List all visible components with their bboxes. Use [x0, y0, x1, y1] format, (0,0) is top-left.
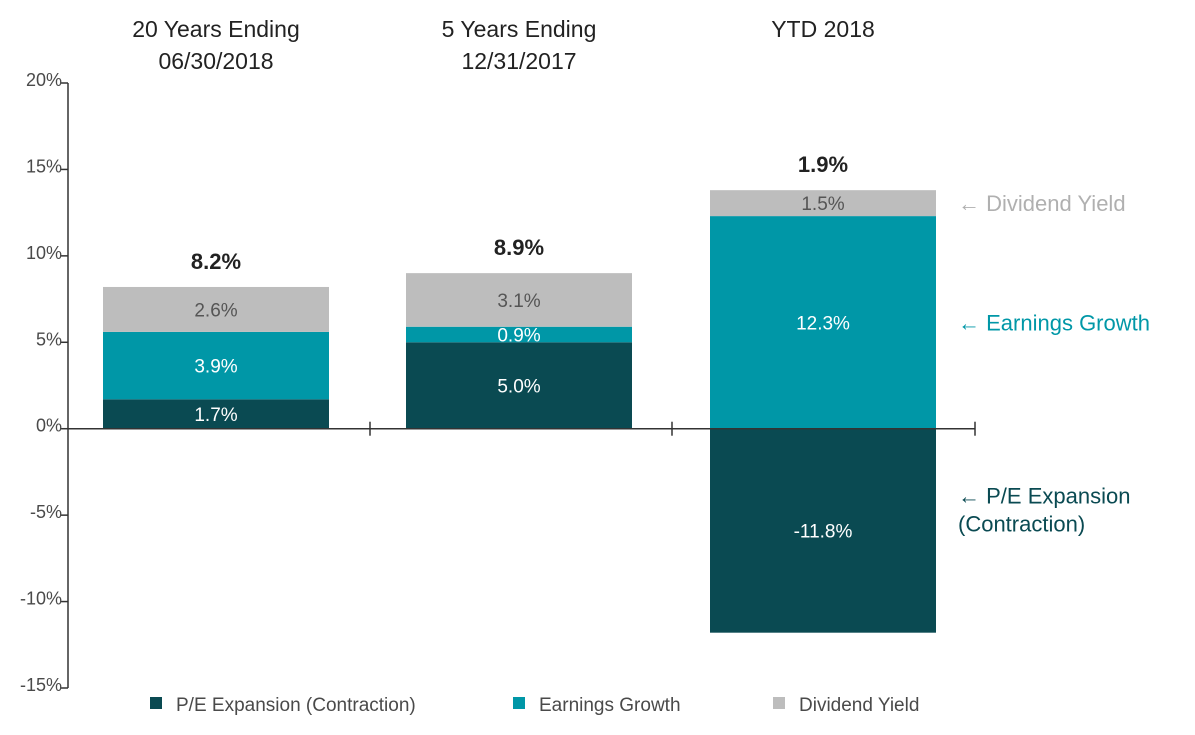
category-title: YTD 2018	[771, 16, 875, 42]
bar-segment	[103, 331, 329, 400]
bar-segment-label: 0.9%	[497, 326, 540, 347]
legend-label: Earnings Growth	[539, 695, 681, 716]
y-tick-label: 15%	[26, 156, 62, 176]
bar-segment	[710, 428, 936, 633]
bar-segment-label: 2.6%	[194, 300, 237, 321]
series-annotation-text: (Contraction)	[958, 512, 1085, 537]
bar-total-label: 8.2%	[191, 249, 241, 274]
bar-segment	[710, 190, 936, 217]
legend-swatch	[513, 697, 525, 709]
series-annotation: ← Earnings Growth	[958, 310, 1150, 335]
series-annotation-text: Dividend Yield	[986, 191, 1125, 216]
legend-label: Dividend Yield	[799, 695, 919, 716]
arrow-left-icon: ←	[958, 191, 986, 216]
y-tick-label: 10%	[26, 243, 62, 263]
y-tick-label: -5%	[30, 502, 62, 522]
bar-segment	[406, 342, 632, 429]
y-tick-label: -15%	[20, 675, 62, 695]
arrow-left-icon: ←	[958, 310, 986, 335]
category-title: 12/31/2017	[461, 48, 576, 74]
y-tick-label: 0%	[36, 416, 62, 436]
bar-segment-label: 1.7%	[194, 405, 237, 426]
bar-segment-label: 1.5%	[801, 194, 844, 215]
arrow-left-icon: ←	[958, 484, 986, 509]
series-annotation: ← Dividend Yield	[958, 191, 1126, 216]
bar-total-label: 1.9%	[798, 152, 848, 177]
series-annotation: ← P/E Expansion	[958, 484, 1130, 509]
series-annotation: (Contraction)	[958, 512, 1085, 537]
bar-segment-label: 3.9%	[194, 357, 237, 378]
bar-segment	[103, 286, 329, 332]
bar-segment	[406, 273, 632, 327]
bar-segment	[710, 216, 936, 429]
bar-segment	[103, 399, 329, 429]
series-annotation-text: P/E Expansion	[986, 484, 1130, 509]
y-tick-label: 20%	[26, 70, 62, 90]
legend-label: P/E Expansion (Contraction)	[176, 695, 416, 716]
bar-segment-label: -11.8%	[794, 522, 853, 543]
bar-segment	[406, 326, 632, 343]
y-tick-label: -10%	[20, 589, 62, 609]
legend-swatch	[773, 697, 785, 709]
category-title: 06/30/2018	[158, 48, 273, 74]
category-title: 20 Years Ending	[132, 16, 300, 42]
bar-segment-label: 3.1%	[497, 291, 540, 312]
series-annotation-text: Earnings Growth	[986, 310, 1150, 335]
legend-swatch	[150, 697, 162, 709]
bar-segment-label: 12.3%	[796, 313, 850, 334]
bar-total-label: 8.9%	[494, 235, 544, 260]
category-title: 5 Years Ending	[442, 16, 597, 42]
bar-segment-label: 5.0%	[497, 377, 540, 398]
y-tick-label: 5%	[36, 329, 62, 349]
